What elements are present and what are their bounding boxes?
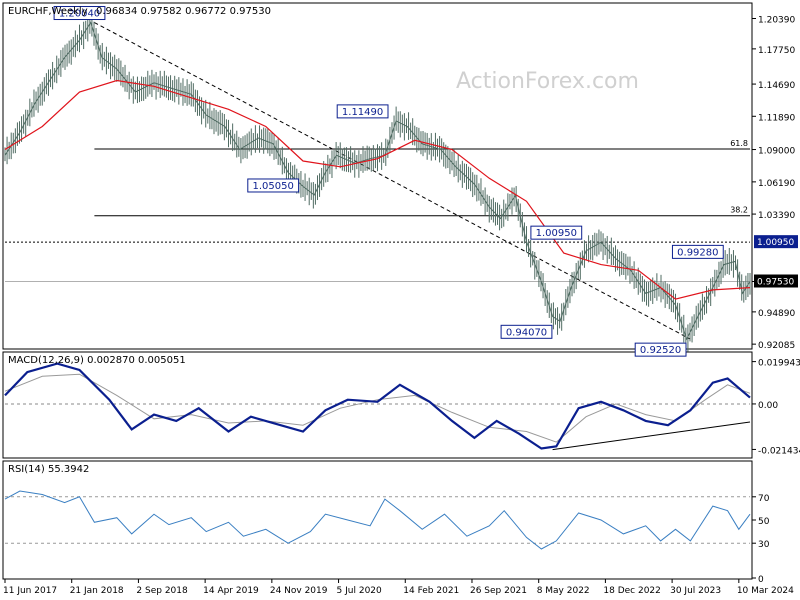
price-tick-label: 1.03390 bbox=[758, 211, 795, 221]
price-tick-label: 0.92085 bbox=[758, 341, 795, 351]
rsi-layer: 70 50 30 0 bbox=[4, 490, 770, 585]
trendlines bbox=[94, 22, 751, 451]
time-tick-label: 21 Jan 2018 bbox=[70, 586, 124, 596]
time-tick-label: 14 Apr 2019 bbox=[203, 586, 259, 596]
price-level-box-label-0: 1.00950 bbox=[757, 238, 794, 248]
annotation-label-3: 1.00950 bbox=[536, 228, 577, 239]
time-tick-label: 24 Nov 2019 bbox=[270, 586, 328, 596]
annotation-label-6: 0.99280 bbox=[677, 247, 718, 258]
time-tick-label: 5 Jul 2020 bbox=[337, 586, 382, 596]
time-tick-label: 11 Jun 2017 bbox=[3, 586, 57, 596]
macd-layer: 0.019943 0.00 -0.021434 bbox=[4, 359, 800, 456]
price-tick-label: 1.17750 bbox=[758, 46, 795, 56]
annotation-box-6 bbox=[671, 244, 724, 259]
price-tick-label: 0.94890 bbox=[758, 309, 795, 319]
price-axis: 1.20390 1.17750 1.14690 1.11890 1.09000 1.061… bbox=[752, 15, 798, 351]
macd-tick-label: 0.00 bbox=[758, 401, 778, 411]
rsi-label: RSI(14) 55.3942 bbox=[8, 464, 89, 475]
price-tick-label: 1.11890 bbox=[758, 113, 795, 123]
annotation-box-4 bbox=[500, 324, 553, 339]
annotation-box-1 bbox=[247, 178, 300, 193]
annotation-box-3 bbox=[530, 225, 583, 240]
price-levels: 61.8 38.2 bbox=[5, 139, 750, 283]
macd-label: MACD(12,26,9) 0.002870 0.005051 bbox=[8, 355, 186, 366]
macd-tick-label: -0.021434 bbox=[758, 446, 800, 456]
annotation-box-0 bbox=[53, 6, 106, 21]
macd-pane-frame bbox=[2, 351, 753, 459]
price-tick-label: 1.06190 bbox=[758, 179, 795, 189]
time-tick-label: 18 Dec 2022 bbox=[603, 586, 661, 596]
moving-average-series bbox=[4, 79, 751, 300]
rsi-tick-label: 70 bbox=[758, 494, 770, 504]
time-tick-label: 10 Mar 2024 bbox=[737, 586, 794, 596]
macd-line bbox=[4, 362, 751, 450]
price-tick-label: 1.09000 bbox=[758, 147, 795, 157]
watermark: ActionForex.com bbox=[456, 69, 639, 94]
price-level-box-label-1: 0.97530 bbox=[757, 278, 794, 288]
macd-signal-line bbox=[4, 373, 751, 443]
trendline-0 bbox=[94, 22, 691, 340]
symbol-label: EURCHF,Weekly bbox=[8, 6, 88, 17]
level-label-1: 38.2 bbox=[730, 206, 748, 215]
rsi-line bbox=[4, 490, 751, 550]
price-level-box-1 bbox=[754, 274, 798, 288]
annotation-label-4: 0.94070 bbox=[506, 327, 547, 338]
time-tick-label: 2 Sep 2018 bbox=[136, 586, 188, 596]
annotation-label-2: 1.11490 bbox=[342, 107, 383, 118]
level-label-0: 61.8 bbox=[730, 139, 748, 148]
time-tick-label: 30 Jul 2023 bbox=[670, 586, 721, 596]
annotation-label-1: 1.05050 bbox=[253, 181, 294, 192]
price-tick-label: 1.14690 bbox=[758, 81, 795, 91]
rsi-tick-label: 30 bbox=[758, 540, 770, 550]
price-close-line bbox=[4, 21, 751, 341]
annotation-box-5 bbox=[634, 342, 687, 357]
price-tick-label: 1.20390 bbox=[758, 15, 795, 25]
time-tick-label: 14 Feb 2021 bbox=[403, 586, 459, 596]
ohlc-readout: 0.96834 0.97582 0.96772 0.97530 bbox=[96, 6, 271, 17]
time-tick-label: 26 Sep 2021 bbox=[470, 586, 527, 596]
rsi-tick-label: 50 bbox=[758, 517, 770, 527]
annotation-label-0: 1.20040 bbox=[59, 9, 100, 20]
trendline-1 bbox=[552, 421, 751, 451]
price-pane-frame bbox=[2, 2, 753, 350]
rsi-tick-label: 0 bbox=[758, 575, 764, 585]
macd-tick-label: 0.019943 bbox=[758, 359, 800, 369]
price-annotations: 1.20040 1.05050 1.11490 1.00950 0.94070 0.925… bbox=[53, 6, 724, 357]
moving-average-line bbox=[4, 79, 751, 300]
price-level-box-0 bbox=[754, 235, 798, 249]
annotation-label-5: 0.92520 bbox=[640, 345, 681, 356]
annotation-box-2 bbox=[336, 104, 389, 119]
time-axis: 11 Jun 2017 21 Jan 2018 2 Sep 2018 14 Apr 2… bbox=[3, 579, 794, 596]
time-tick-label: 8 May 2022 bbox=[537, 586, 590, 596]
